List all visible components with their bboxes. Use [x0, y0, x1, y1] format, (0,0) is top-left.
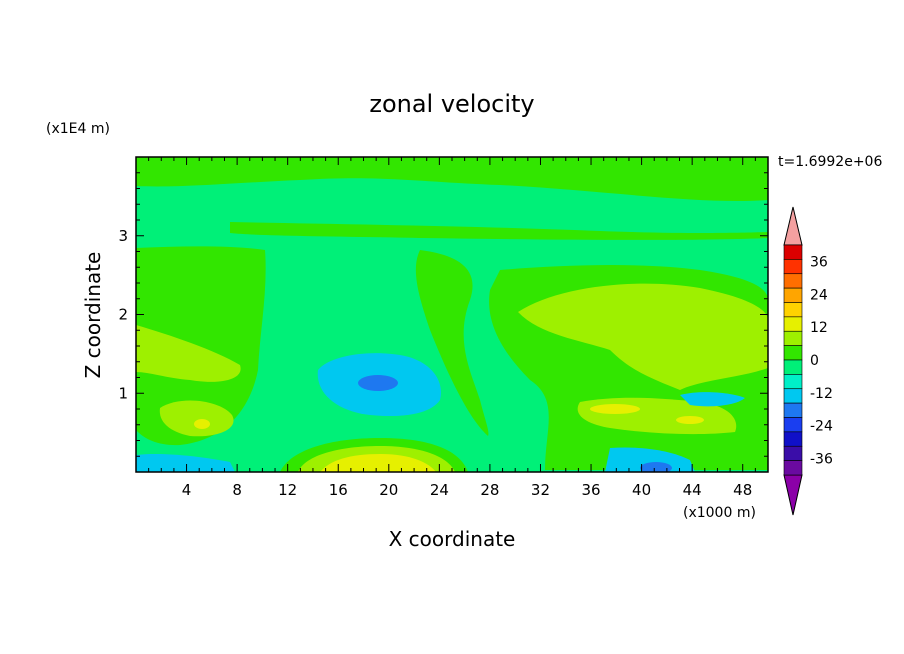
colorbar-segment: [783, 445, 803, 461]
contour-left-cyan: [136, 453, 235, 472]
contour-bottom-yellow: [320, 454, 436, 472]
colorbar-segment: [783, 316, 803, 332]
colorbar-segment: [783, 345, 803, 361]
contour-upper-green: [136, 157, 768, 202]
colorbar-under-triangle: [783, 474, 803, 516]
x-ticks: 4 8 12 16 20 24 28 32 36 40 44 48: [148, 157, 756, 499]
colorbar-segment: [783, 359, 803, 375]
x-tick-label: 4: [182, 481, 192, 499]
x-unit-label: (x1000 m): [683, 505, 756, 521]
y-axis-label: Z coordinate: [81, 252, 105, 379]
colorbar-tick-label: 36: [810, 254, 828, 270]
x-tick-label: 16: [329, 481, 348, 499]
colorbar-over-triangle: [783, 206, 803, 246]
contour-left-lightgreen-low: [159, 400, 234, 437]
contour-center-green: [415, 250, 489, 436]
colorbar-tick-label: -12: [810, 386, 833, 402]
x-tick-label: 44: [683, 481, 702, 499]
y-ticks: 1 2 3: [118, 172, 768, 457]
contour-left-lightgreen: [136, 325, 241, 382]
contour-right-cyan-mid: [680, 392, 745, 407]
chart-title: zonal velocity: [369, 90, 534, 118]
x-tick-label: 36: [581, 481, 600, 499]
time-label: t=1.6992e+06: [778, 154, 882, 170]
contour-right-yellow: [590, 404, 640, 414]
x-tick-label: 48: [733, 481, 752, 499]
y-tick-label: 1: [118, 384, 128, 402]
colorbar-tick-label: -36: [810, 452, 833, 468]
x-tick-label: 12: [278, 481, 297, 499]
colorbar-segment: [783, 417, 803, 433]
x-tick-label: 32: [531, 481, 550, 499]
colorbar-segment: [783, 259, 803, 275]
x-tick-label: 20: [379, 481, 398, 499]
contour-left-green: [136, 246, 266, 446]
colorbar: 36 24 12 0 -12 -24 -36: [783, 206, 833, 516]
colorbar-tick-label: 0: [810, 353, 819, 369]
colorbar-segment: [783, 273, 803, 289]
contour-left-yellow: [194, 419, 210, 429]
contour-right-lightgreen: [518, 283, 768, 390]
colorbar-segment: [783, 330, 803, 346]
colorbar-segment: [783, 460, 803, 476]
colorbar-tick-label: 12: [810, 320, 828, 336]
colorbar-tick-label: -24: [810, 419, 833, 435]
y-unit-label: (x1E4 m): [46, 121, 110, 137]
contour-right-cyan: [605, 447, 695, 472]
colorbar-segment: [783, 302, 803, 318]
x-axis-label: X coordinate: [389, 527, 516, 551]
contour-right-blue: [640, 462, 672, 472]
contour-center-blue: [358, 375, 398, 391]
contour-field: [136, 157, 768, 472]
x-tick-label: 8: [232, 481, 242, 499]
colorbar-segment: [783, 431, 803, 447]
contour-band-green: [230, 222, 768, 240]
x-tick-label: 24: [430, 481, 449, 499]
x-tick-label: 40: [632, 481, 651, 499]
colorbar-tick-label: 24: [810, 287, 828, 303]
colorbar-segment: [783, 244, 803, 260]
y-tick-label: 2: [118, 306, 128, 324]
colorbar-segment: [783, 374, 803, 390]
y-tick-label: 3: [118, 227, 128, 245]
colorbar-segment: [783, 388, 803, 404]
contour-right-yellow-2: [676, 416, 704, 424]
x-tick-label: 28: [480, 481, 499, 499]
colorbar-segment: [783, 287, 803, 303]
colorbar-segment: [783, 402, 803, 418]
